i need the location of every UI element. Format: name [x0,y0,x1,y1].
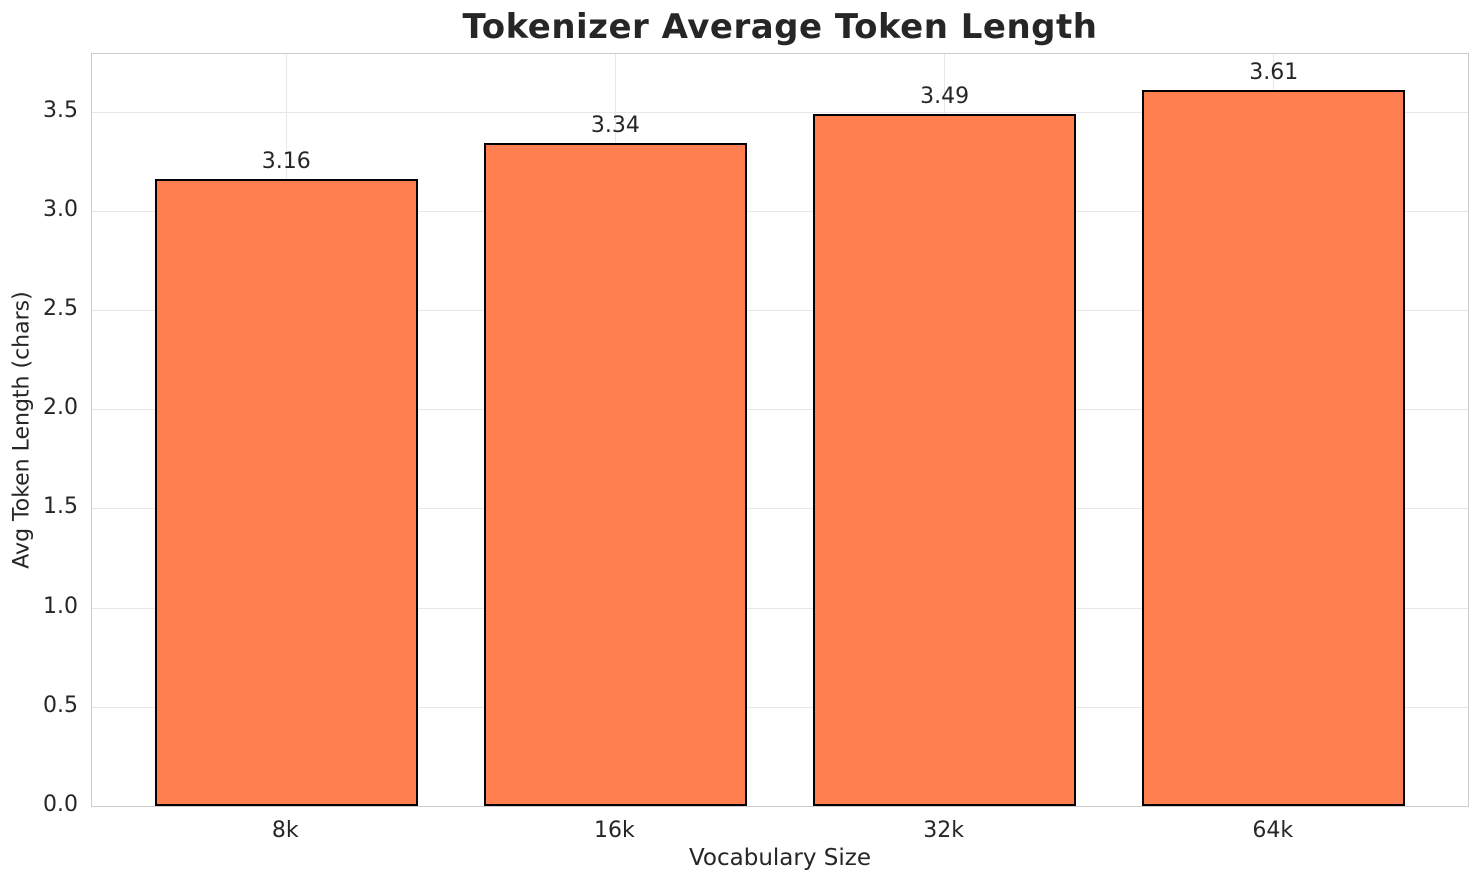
bar-16k [483,143,748,806]
chart-title: Tokenizer Average Token Length [462,7,1098,47]
horizontal-gridline [92,706,1468,708]
bar-value-label: 3.49 [920,83,970,109]
y-tick-label: 0.0 [43,792,78,817]
horizontal-gridline [92,508,1468,510]
x-tick-label: 16k [594,818,635,843]
y-tick-label: 1.0 [43,593,78,619]
bar-8k [154,179,418,806]
horizontal-gridline [92,210,1468,212]
bar-value-label: 3.34 [590,113,640,139]
x-tick-label: 8k [271,818,299,843]
y-tick-label: 2.5 [43,295,78,321]
y-tick-label: 3.5 [43,97,78,123]
x-tick-label: 32k [923,818,964,843]
horizontal-gridline [92,309,1468,311]
plot-area: 3.16 3.34 3.49 3.61 [91,53,1469,807]
y-tick-label: 2.0 [43,395,78,421]
y-tick-label: 3.0 [43,196,78,222]
bar-value-label: 3.16 [261,149,311,174]
bar-32k [812,113,1077,806]
x-tick-label: 64k [1252,818,1294,843]
horizontal-gridline [92,409,1468,411]
y-tick-label: 1.5 [43,494,78,520]
x-axis-label: Vocabulary Size [688,845,871,871]
y-axis-label: Avg Token Length (chars) [9,291,35,569]
bar-64k [1142,89,1406,806]
horizontal-gridline [92,607,1468,609]
horizontal-gridline [92,111,1468,113]
y-tick-label: 0.5 [43,692,78,718]
bar-value-label: 3.61 [1249,59,1299,85]
